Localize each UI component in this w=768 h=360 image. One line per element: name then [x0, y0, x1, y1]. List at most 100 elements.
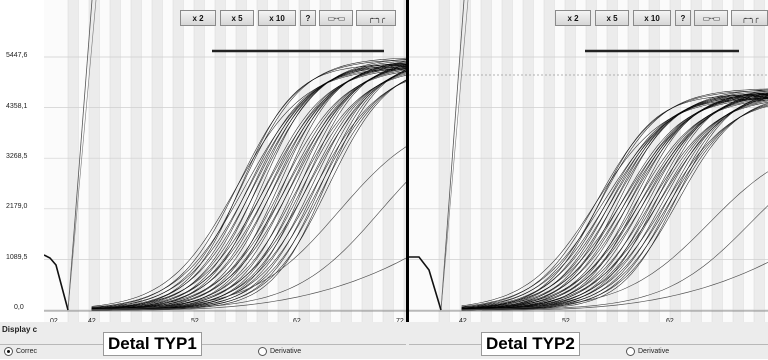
grid-band	[565, 0, 575, 322]
left-chart	[44, 0, 406, 322]
zoom-x10-button-right[interactable]: x 10	[633, 10, 671, 26]
radio-row-left: Correc Derivative	[0, 344, 406, 360]
series-line	[91, 67, 406, 310]
series-line	[461, 95, 768, 310]
grid-band	[481, 0, 491, 322]
x-tick-label: ,42	[457, 318, 467, 325]
grid-band	[236, 0, 246, 322]
option-derivative-label: Derivative	[638, 348, 670, 355]
option-correct[interactable]: Correc	[0, 346, 38, 356]
y-tick-label: 0,0	[14, 304, 24, 311]
series-line	[461, 94, 768, 309]
y-tick-label: 4358,1	[6, 103, 28, 110]
series-line	[461, 98, 768, 307]
curve-overlay-icon[interactable]: ╭─╮╭	[356, 10, 396, 26]
grid-band	[754, 0, 764, 322]
panel-tag-left: Detal TYP1	[103, 332, 202, 356]
series-line	[91, 62, 406, 310]
x-tick-label: ,52	[560, 318, 570, 325]
outlier-line	[461, 205, 768, 311]
option-correct-label: Correc	[16, 348, 38, 355]
series-line	[91, 57, 406, 309]
series-line	[91, 68, 406, 307]
outlier-line	[91, 181, 406, 311]
series-line	[461, 92, 768, 310]
grid-band	[670, 0, 680, 322]
steep-line	[67, 0, 93, 311]
grid-band	[194, 0, 204, 322]
grid-band	[712, 0, 722, 322]
series-line	[461, 89, 768, 309]
series-line	[461, 99, 768, 310]
series-line	[91, 64, 406, 310]
y-tick-label: 1089,5	[6, 254, 28, 261]
radio-icon[interactable]	[258, 346, 267, 356]
x-tick-label: ,62	[291, 318, 301, 325]
series-line	[91, 59, 406, 310]
series-line	[461, 95, 768, 310]
y-tick-label: 3268,5	[6, 153, 28, 160]
series-line	[91, 71, 406, 310]
series-line	[91, 69, 406, 310]
zoom-x10-button[interactable]: x 10	[258, 10, 296, 26]
grid-band	[173, 0, 183, 322]
steep-line	[440, 0, 469, 311]
series-line	[461, 94, 768, 310]
series-line	[91, 65, 406, 311]
zoom-x2-button-right[interactable]: x 2	[555, 10, 591, 26]
grid-band	[649, 0, 659, 322]
low-curve	[112, 257, 406, 311]
grid-band	[299, 0, 309, 322]
zoom-x5-button[interactable]: x 5	[220, 10, 254, 26]
panel-divider	[406, 0, 409, 359]
help-button-right[interactable]: ?	[675, 10, 691, 26]
y-tick-label: 2179,0	[6, 203, 28, 210]
x-tick-label: ,02	[48, 318, 58, 325]
series-line	[461, 88, 768, 309]
grid-band	[320, 0, 330, 322]
series-line	[461, 90, 768, 308]
grid-band	[460, 0, 470, 322]
option-derivative-label: Derivative	[270, 348, 302, 355]
radio-row-right: Derivative	[409, 344, 768, 360]
help-button[interactable]: ?	[300, 10, 316, 26]
zoom-x2-button[interactable]: x 2	[180, 10, 216, 26]
curve-overlay-icon-right[interactable]: ╭─╮╭	[731, 10, 768, 26]
series-line	[91, 62, 406, 309]
series-line	[91, 66, 406, 311]
series-line	[91, 64, 406, 310]
low-curve	[482, 261, 768, 311]
edge-marker	[409, 256, 442, 311]
outlier-line	[91, 146, 406, 310]
radio-selected-icon[interactable]	[4, 346, 13, 356]
series-line	[91, 61, 406, 310]
grid-band	[215, 0, 225, 322]
grid-band	[68, 0, 78, 322]
series-line	[461, 98, 768, 310]
grid-band	[383, 0, 393, 322]
zoom-x5-button-right[interactable]: x 5	[595, 10, 629, 26]
series-line	[91, 60, 406, 309]
series-line	[461, 92, 768, 311]
option-derivative-right[interactable]: Derivative	[622, 345, 669, 359]
x-tick-label: ,42	[86, 318, 96, 325]
grid-band	[439, 0, 449, 322]
display-section-label: Display c	[2, 325, 38, 334]
right-chart	[409, 0, 768, 322]
radio-icon[interactable]	[626, 346, 635, 356]
series-line	[91, 64, 406, 309]
left-chart-panel: x 2 x 5 x 10 ? ▭╌▭ ╭─╮╭	[44, 0, 406, 322]
curve-view-icon[interactable]: ▭╌▭	[319, 10, 353, 26]
grid-band	[733, 0, 743, 322]
series-line	[461, 93, 768, 309]
outlier-line	[461, 171, 768, 310]
option-derivative[interactable]: Derivative	[254, 345, 301, 359]
curve-view-icon-right[interactable]: ▭╌▭	[694, 10, 728, 26]
series-line	[461, 95, 768, 310]
series-line	[461, 96, 768, 310]
series-line	[461, 98, 768, 310]
x-tick-label: ,52	[189, 318, 199, 325]
grid-band	[628, 0, 638, 322]
series-line	[461, 90, 768, 310]
grid-band	[544, 0, 554, 322]
